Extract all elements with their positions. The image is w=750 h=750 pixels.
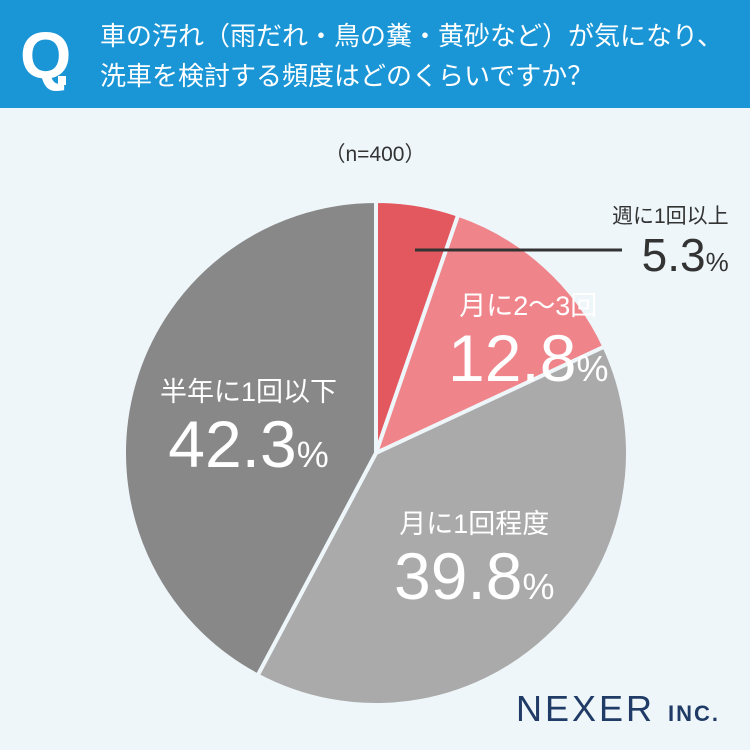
sample-size: （n=400） xyxy=(324,143,426,166)
slice-half-year xyxy=(122,199,378,678)
category-label: 月に1回程度 xyxy=(399,509,550,539)
category-label: 月に2〜3回 xyxy=(459,291,598,321)
q-dot xyxy=(58,76,66,85)
value-label: 5.3 xyxy=(641,229,706,281)
percent-sign: % xyxy=(576,348,609,389)
percent-sign: % xyxy=(705,247,729,277)
label-2-3-monthly: 月に2〜3回 12.8% xyxy=(448,284,608,404)
percent-sign: % xyxy=(522,566,555,607)
category-label: 週に1回以上 xyxy=(612,205,729,228)
label-weekly: 週に1回以上 5.3% xyxy=(612,200,729,287)
question-line-2: 洗車を検討する頻度はどのくらいですか？ xyxy=(100,61,594,91)
percent-sign: % xyxy=(296,434,329,475)
value-label: 39.8 xyxy=(394,539,523,613)
slice-monthly xyxy=(255,344,630,707)
label-monthly: 月に1回程度 39.8% xyxy=(394,502,554,622)
nexer-logo: NEXER INC. xyxy=(516,688,720,730)
logo-name: NEXER xyxy=(516,688,656,729)
label-half-year: 半年に1回以下 42.3% xyxy=(160,370,337,490)
value-label: 42.3 xyxy=(168,407,297,481)
question-text: 車の汚れ（雨だれ・鳥の糞・黄砂など）が気になり、 洗車を検討する頻度はどのくらい… xyxy=(100,16,723,96)
logo-suffix: INC. xyxy=(668,701,721,726)
question-line-1: 車の汚れ（雨だれ・鳥の糞・黄砂など）が気になり、 xyxy=(100,21,723,51)
slice-2-3-monthly xyxy=(374,212,607,455)
question-header: Q 車の汚れ（雨だれ・鳥の糞・黄砂など）が気になり、 洗車を検討する頻度はどのく… xyxy=(0,0,750,108)
category-label: 半年に1回以下 xyxy=(160,377,338,407)
value-label: 12.8 xyxy=(448,321,577,395)
